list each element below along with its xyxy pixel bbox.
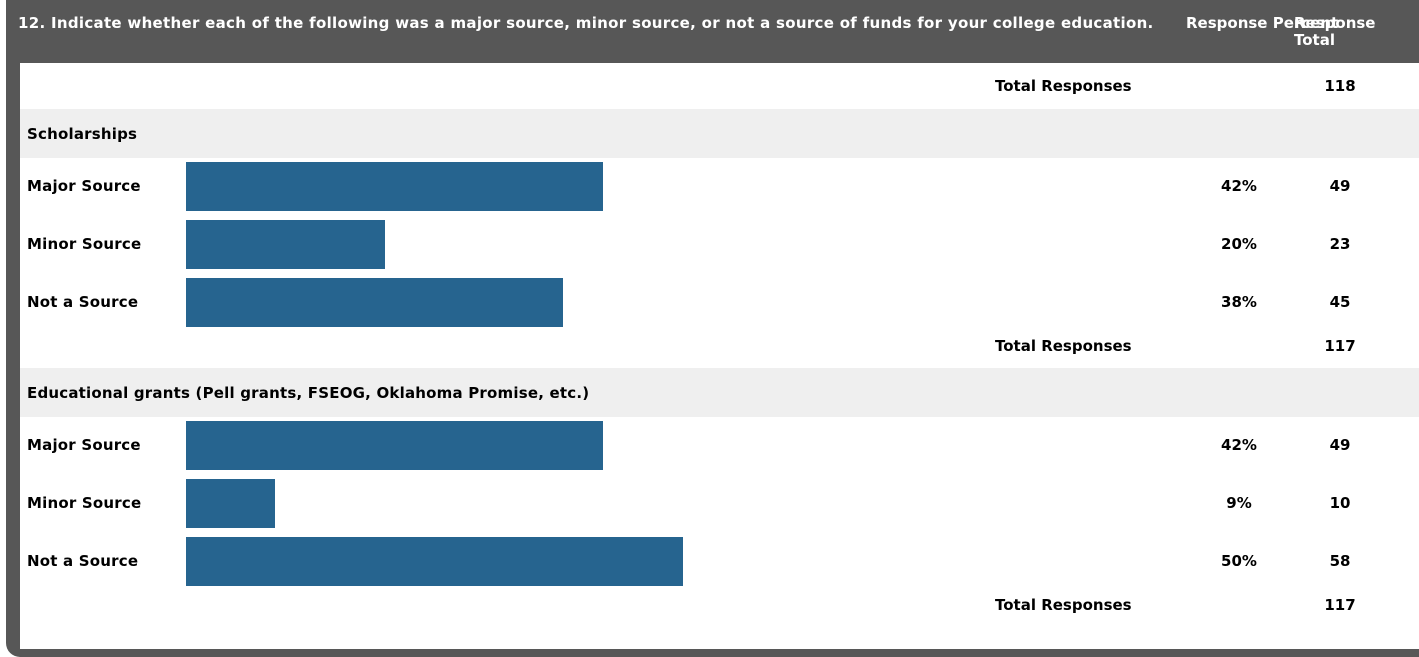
section-title: Scholarships — [27, 125, 138, 143]
response-bar — [186, 220, 385, 269]
answer-label: Minor Source — [27, 235, 142, 253]
response-percent: 50% — [1221, 552, 1257, 570]
results-panel: Total Responses 118 Scholarships Major So… — [20, 63, 1419, 649]
response-count: 49 — [1329, 436, 1351, 454]
section-total-row: Total Responses 117 — [20, 327, 1419, 363]
response-percent: 9% — [1226, 494, 1252, 512]
total-responses-value: 117 — [1324, 337, 1356, 355]
question-header: 12. Indicate whether each of the followi… — [6, 0, 1419, 63]
response-percent: 20% — [1221, 235, 1257, 253]
total-responses-value: 118 — [1324, 77, 1356, 95]
response-bar — [186, 421, 603, 470]
answer-row: Not a Source 50% 58 — [20, 537, 1419, 586]
answer-label: Not a Source — [27, 552, 139, 570]
answer-label: Major Source — [27, 436, 141, 454]
section-title: Educational grants (Pell grants, FSEOG, … — [27, 384, 590, 402]
response-count: 45 — [1329, 293, 1351, 311]
answer-row: Minor Source 20% 23 — [20, 220, 1419, 269]
answer-row: Minor Source 9% 10 — [20, 479, 1419, 528]
section-header: Scholarships — [20, 109, 1419, 158]
answer-row: Not a Source 38% 45 — [20, 278, 1419, 327]
total-responses-value: 117 — [1324, 596, 1356, 614]
response-total-header: Response Total — [1294, 14, 1376, 49]
answer-row: Major Source 42% 49 — [20, 421, 1419, 470]
response-percent: 42% — [1221, 436, 1257, 454]
response-count: 23 — [1329, 235, 1351, 253]
response-bar — [186, 278, 563, 327]
answer-label: Minor Source — [27, 494, 142, 512]
section-header: Educational grants (Pell grants, FSEOG, … — [20, 368, 1419, 417]
question-frame: 12. Indicate whether each of the followi… — [6, 0, 1419, 657]
response-bar — [186, 162, 603, 211]
total-responses-label: Total Responses — [995, 337, 1132, 355]
response-percent: 38% — [1221, 293, 1257, 311]
response-count: 49 — [1329, 177, 1351, 195]
section-total-row: Total Responses 117 — [20, 586, 1419, 622]
response-bar — [186, 537, 683, 586]
answer-label: Not a Source — [27, 293, 139, 311]
response-count: 58 — [1329, 552, 1351, 570]
answer-label: Major Source — [27, 177, 141, 195]
question-title: 12. Indicate whether each of the followi… — [18, 14, 1154, 32]
total-responses-label: Total Responses — [995, 596, 1132, 614]
response-percent: 42% — [1221, 177, 1257, 195]
top-total-row: Total Responses 118 — [20, 63, 1419, 109]
response-percent-header: Response Percent — [1186, 14, 1339, 32]
response-count: 10 — [1329, 494, 1351, 512]
response-bar — [186, 479, 275, 528]
answer-row: Major Source 42% 49 — [20, 162, 1419, 211]
total-responses-label: Total Responses — [995, 77, 1132, 95]
